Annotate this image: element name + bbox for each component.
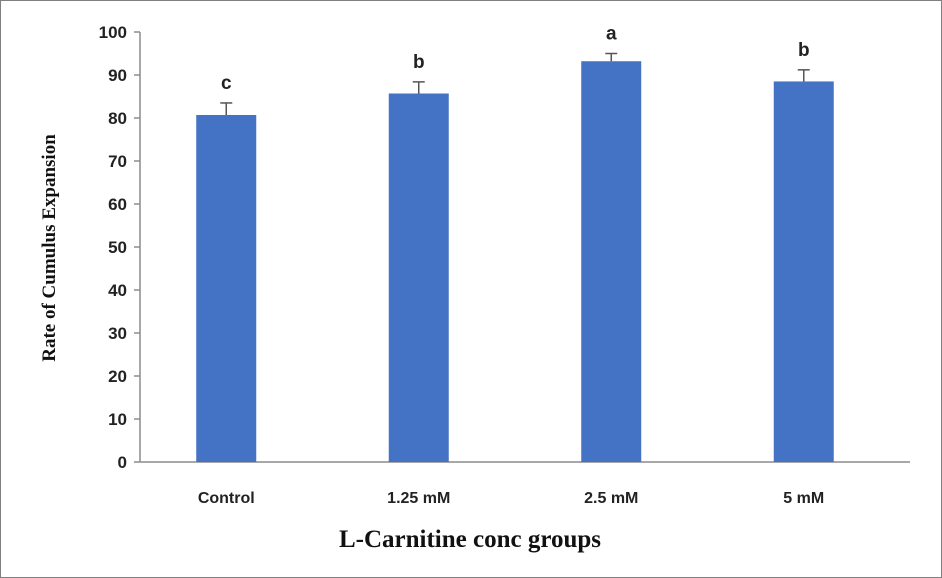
x-tick-label: Control: [198, 490, 255, 507]
significance-letter: a: [606, 24, 617, 45]
x-tick-label: 1.25 mM: [387, 490, 450, 507]
y-tick-label: 20: [108, 367, 127, 386]
x-tick-label: 2.5 mM: [584, 490, 638, 507]
y-tick-label: 0: [118, 453, 127, 472]
y-tick-label: 30: [108, 324, 127, 343]
bar: [388, 93, 449, 463]
y-tick-label: 100: [99, 23, 127, 42]
significance-letter: b: [798, 40, 810, 61]
significance-letter: c: [221, 73, 232, 94]
y-tick-label: 50: [108, 238, 127, 257]
y-tick-label: 80: [108, 109, 127, 128]
bar: [773, 81, 834, 462]
y-tick-label: 70: [108, 152, 127, 171]
y-tick-label: 60: [108, 195, 127, 214]
y-tick-label: 10: [108, 410, 127, 429]
y-axis-label: Rate of Cumulus Expansion: [39, 134, 60, 362]
x-tick-label: 5 mM: [783, 490, 824, 507]
bars: c Control b 1.25 mM a 2.5 mM b 5 mM: [196, 24, 834, 507]
y-tick-label: 40: [108, 281, 127, 300]
significance-letter: b: [413, 52, 425, 73]
bar: [581, 61, 642, 463]
y-tick-label: 90: [108, 66, 127, 85]
bar: [196, 114, 257, 463]
x-axis-label: L-Carnitine conc groups: [339, 526, 601, 553]
